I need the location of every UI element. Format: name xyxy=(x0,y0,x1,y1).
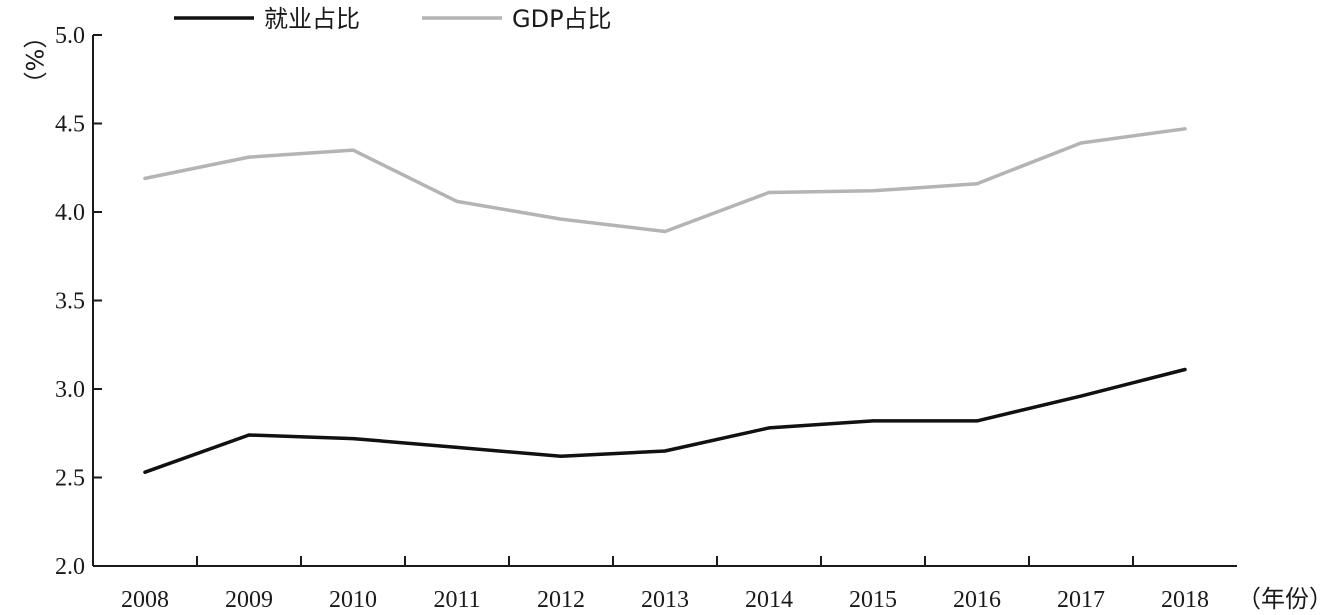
series-1-point xyxy=(351,436,355,441)
x-tick-label: 2008 xyxy=(121,587,169,613)
axes xyxy=(92,35,1237,567)
y-tick-label: 2.5 xyxy=(55,466,85,492)
y-axis-label: （%） xyxy=(20,25,48,96)
legend-label-2: GDP占比 xyxy=(512,5,612,33)
legend: 就业占比 GDP占比 xyxy=(174,5,612,33)
series-2-point xyxy=(247,155,251,159)
y-tick-label: 3.5 xyxy=(55,289,85,315)
series-1-point xyxy=(663,449,667,453)
series-1-point xyxy=(143,470,147,474)
y-tick-label: 4.0 xyxy=(55,200,85,226)
series-1-point xyxy=(559,454,563,458)
series-line-1 xyxy=(143,367,1187,474)
legend-label-1: 就业占比 xyxy=(264,5,360,33)
series-2-point xyxy=(1079,141,1083,145)
x-tick-label: 2012 xyxy=(537,587,585,613)
series-2-point xyxy=(663,229,667,234)
series-1-point xyxy=(975,419,979,423)
series-2-point xyxy=(143,176,147,180)
series-2-point xyxy=(975,182,979,186)
x-tick-label: 2011 xyxy=(433,587,480,613)
series-line-2 xyxy=(143,127,1187,234)
series-2-point xyxy=(455,199,459,203)
x-tick-label: 2018 xyxy=(1161,587,1209,613)
series-1-point xyxy=(455,445,459,450)
x-tick-label: 2013 xyxy=(641,587,689,613)
series-2-point xyxy=(767,190,771,195)
series-2-point xyxy=(871,189,875,193)
y-tick-label: 4.5 xyxy=(55,112,85,138)
x-tick-label: 2010 xyxy=(329,587,377,613)
series-1-point xyxy=(871,419,875,423)
series-2-point xyxy=(351,148,355,152)
series-layer xyxy=(143,127,1187,474)
x-tick-label: 2016 xyxy=(953,587,1001,613)
x-tick-label: 2014 xyxy=(745,587,793,613)
series-2-point xyxy=(559,217,563,221)
series-1-point xyxy=(1079,394,1083,398)
series-1-point xyxy=(247,433,251,437)
x-tick-label: 2017 xyxy=(1057,587,1105,613)
y-tick-label: 5.0 xyxy=(55,23,85,49)
series-2-point xyxy=(1183,127,1187,131)
x-axis-label: （年份） xyxy=(1237,585,1333,613)
series-1-point xyxy=(767,426,771,430)
x-tick-label: 2015 xyxy=(849,587,897,613)
x-tick-label: 2009 xyxy=(225,587,273,613)
y-tick-label: 3.0 xyxy=(55,377,85,403)
series-1-point xyxy=(1183,367,1187,372)
x-axis-ticks: 2008 2009 2010 2011 2012 2013 2014 2015 2016 2017… xyxy=(121,556,1209,613)
y-tick-label: 2.0 xyxy=(55,554,85,580)
y-axis-ticks: 2.0 2.5 3.0 3.5 4.0 4.5 5.0 xyxy=(55,23,102,580)
